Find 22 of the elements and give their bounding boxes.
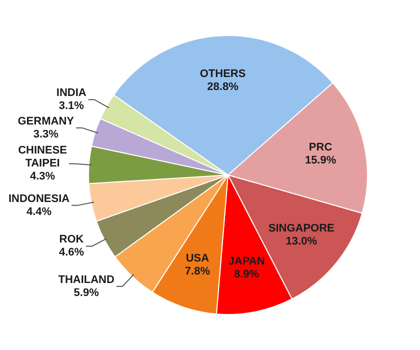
slice-label: PRC <box>308 142 332 154</box>
data-label: 3.3% <box>33 128 59 140</box>
slice-label: SINGAPORE <box>268 222 334 235</box>
data-label: 5.9% <box>74 286 100 299</box>
data-label: 15.9% <box>304 154 336 167</box>
slice-label: USA <box>186 252 210 264</box>
slice-label: GERMANY <box>18 115 75 128</box>
data-label: 4.3% <box>30 170 56 183</box>
data-label: 4.6% <box>58 246 84 259</box>
slice-label: INDIA <box>56 87 86 100</box>
data-label: 8.9% <box>234 268 260 281</box>
slice-label: OTHERS <box>200 68 246 80</box>
data-label: 13.0% <box>286 236 318 248</box>
data-label: 4.4% <box>26 206 52 218</box>
data-label: 28.8% <box>207 80 239 93</box>
slice-label: JAPAN <box>228 256 265 268</box>
slice-label: INDONESIA <box>8 192 70 205</box>
data-label: 7.8% <box>184 265 210 278</box>
slice-label: ROK <box>59 234 84 246</box>
slice-label: THAILAND <box>58 274 115 286</box>
slice-label: CHINESE TAIPEI <box>18 144 67 170</box>
data-label: 3.1% <box>58 100 84 112</box>
